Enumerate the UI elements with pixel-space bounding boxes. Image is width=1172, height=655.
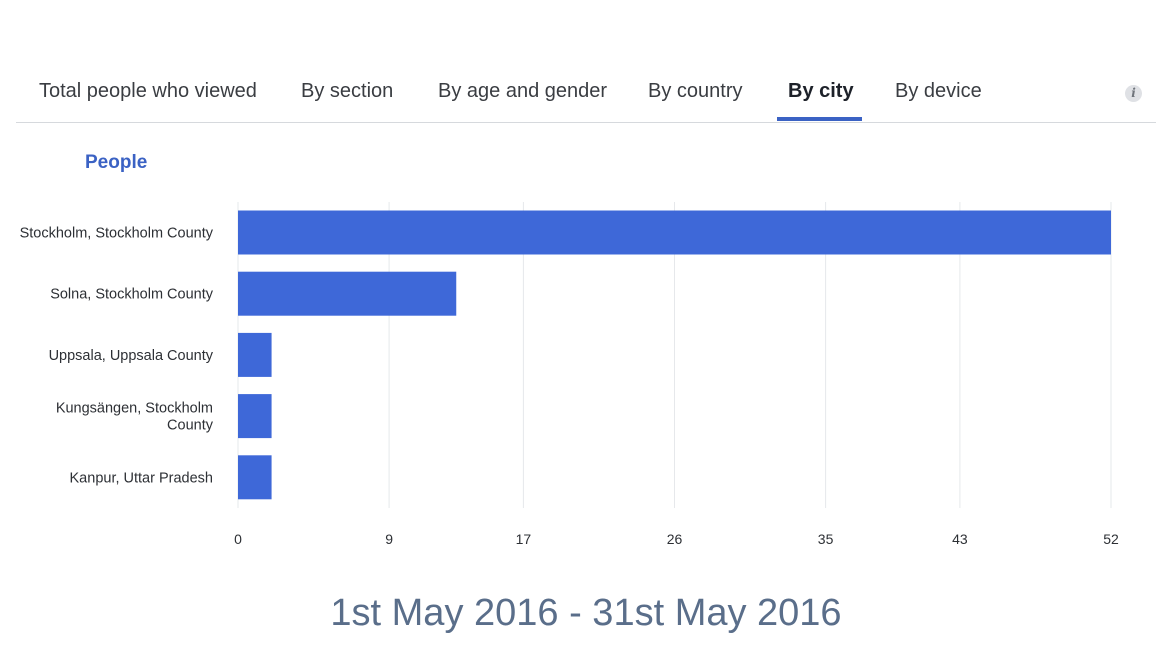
x-tick-label: 26 [667, 531, 683, 547]
bar [238, 271, 457, 316]
tab-by-age-gender[interactable]: By age and gender [438, 80, 608, 102]
category-label: Solna, Stockholm County [50, 287, 214, 303]
x-tick-label: 9 [385, 531, 393, 547]
tab-by-country[interactable]: By country [648, 80, 743, 102]
x-tick-label: 43 [952, 531, 968, 547]
bar [238, 394, 272, 439]
bar-chart: Stockholm, Stockholm County Solna, Stockh… [20, 202, 1119, 547]
tab-bar: Total people who viewed By section By ag… [16, 60, 1156, 123]
bar [238, 332, 272, 377]
tab-by-city[interactable]: By city [788, 80, 854, 102]
category-label: Kungsängen, Stockholm County [56, 401, 214, 434]
category-label: Kanpur, Uttar Pradesh [70, 470, 213, 486]
x-tick-label: 17 [516, 531, 532, 547]
tab-total-people[interactable]: Total people who viewed [39, 80, 257, 102]
date-range: 1st May 2016 - 31st May 2016 [330, 592, 842, 634]
x-tick-label: 0 [234, 531, 242, 547]
info-icon[interactable]: i [1125, 85, 1142, 102]
category-label: Stockholm, Stockholm County [20, 226, 214, 242]
x-tick-label: 35 [818, 531, 834, 547]
x-tick-label: 52 [1103, 531, 1119, 547]
chart-title: People [85, 152, 148, 173]
category-label: Uppsala, Uppsala County [49, 348, 214, 364]
bar [238, 455, 272, 500]
active-tab-indicator [777, 117, 862, 121]
tab-by-device[interactable]: By device [895, 80, 982, 102]
tab-by-section[interactable]: By section [301, 80, 394, 102]
bar [238, 210, 1111, 255]
